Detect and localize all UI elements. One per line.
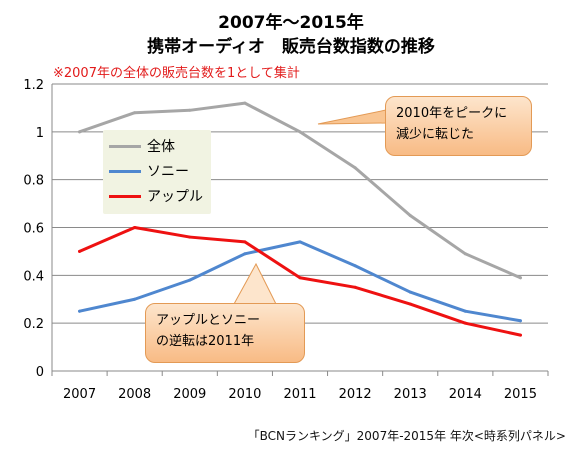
point-sony-2007	[78, 309, 82, 313]
point-apple-2013	[408, 302, 412, 306]
legend-item-sony: ソニー	[109, 161, 209, 183]
point-sony-2015	[518, 319, 522, 323]
point-apple-2011	[298, 276, 302, 280]
x-tick-label-2011: 2011	[283, 387, 316, 402]
point-total-2007	[78, 130, 82, 134]
y-tick-labels: 0 0.2 0.4 0.6 0.8 1 1.2	[23, 78, 44, 380]
point-sony-2010	[243, 252, 247, 256]
y-tick-label-0.8: 0.8	[23, 174, 44, 189]
callout-pointer-peak	[317, 109, 387, 125]
legend-item-apple: アップル	[109, 186, 209, 208]
x-tick-label-2007: 2007	[63, 387, 96, 402]
x-tick-label-2013: 2013	[394, 387, 427, 402]
point-apple-2015	[518, 333, 522, 337]
legend-label-sony: ソニー	[147, 164, 189, 180]
legend: 全体 ソニー アップル	[103, 130, 211, 214]
legend-swatch-apple	[109, 195, 141, 198]
axes	[51, 84, 549, 376]
legend-swatch-sony	[109, 170, 141, 173]
x-tick-label-2015: 2015	[504, 387, 537, 402]
x-tick-label-2014: 2014	[449, 387, 482, 402]
point-apple-2009	[188, 235, 192, 239]
point-total-2013	[408, 214, 412, 218]
callout-crossover: アップルとソニー の逆転は2011年	[145, 303, 305, 363]
point-total-2010	[243, 101, 247, 105]
callout-crossover-line2: の逆転は2011年	[156, 334, 255, 349]
y-tick-label-0.6: 0.6	[23, 222, 44, 237]
y-tick-label-1: 1	[36, 126, 44, 141]
y-tick-label-0.4: 0.4	[23, 269, 44, 284]
point-apple-2007	[78, 249, 82, 253]
legend-label-total: 全体	[147, 139, 175, 155]
callout-crossover-line1: アップルとソニー	[156, 313, 261, 328]
legend-item-total: 全体	[109, 136, 209, 158]
y-tick-label-1.2: 1.2	[23, 78, 44, 93]
point-sony-2008	[133, 297, 137, 301]
point-sony-2013	[408, 290, 412, 294]
y-tick-label-0.2: 0.2	[23, 317, 44, 332]
x-tick-label-2010: 2010	[228, 387, 261, 402]
point-apple-2014	[463, 321, 467, 325]
chart-title-line1: 2007年〜2015年	[218, 13, 364, 33]
point-sony-2012	[353, 264, 357, 268]
series-lines	[78, 101, 522, 337]
point-total-2011	[298, 130, 302, 134]
point-total-2015	[518, 276, 522, 280]
x-tick-label-2012: 2012	[339, 387, 372, 402]
callout-peak: 2010年をピークに 減少に転じた	[385, 96, 532, 156]
point-total-2012	[353, 166, 357, 170]
x-tick-label-2008: 2008	[118, 387, 151, 402]
point-total-2014	[463, 252, 467, 256]
legend-label-apple: アップル	[147, 189, 203, 205]
x-tick-labels: 2007 2008 2009 2010 2011 2012 2013 2014 2015	[63, 387, 537, 402]
legend-swatch-total	[109, 145, 141, 148]
callout-peak-line1: 2010年をピークに	[396, 106, 508, 121]
point-apple-2010	[243, 240, 247, 244]
source-caption: 「BCNランキング」2007年-2015年 年次<時系列パネル>	[247, 429, 566, 443]
point-apple-2008	[133, 226, 137, 229]
point-sony-2011	[298, 240, 302, 244]
point-sony-2014	[463, 309, 467, 313]
point-sony-2009	[188, 278, 192, 282]
chart-note: ※2007年の全体の販売台数を1として集計	[53, 66, 300, 81]
y-tick-label-0: 0	[36, 365, 44, 380]
callout-peak-line2: 減少に転じた	[396, 127, 475, 142]
callout-pointer-crossover	[233, 262, 277, 305]
point-total-2008	[133, 111, 137, 115]
x-tick-label-2009: 2009	[173, 387, 206, 402]
point-apple-2012	[353, 285, 357, 289]
point-total-2009	[188, 108, 192, 112]
chart-title-line2: 携帯オーディオ 販売台数指数の推移	[147, 37, 435, 57]
